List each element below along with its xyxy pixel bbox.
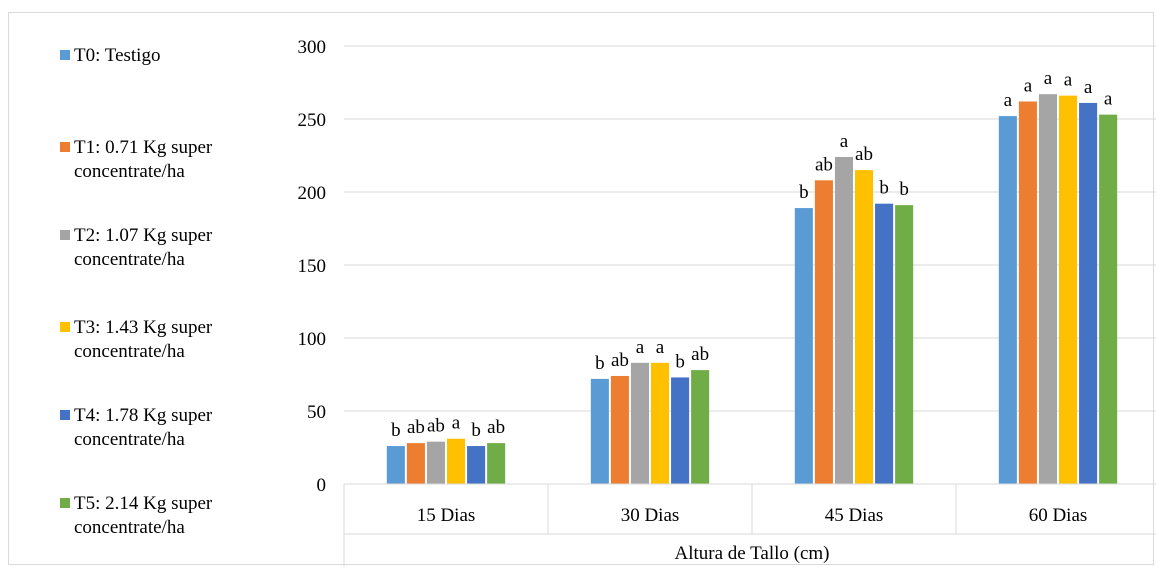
bar (834, 156, 853, 484)
x-tick-label: 15 Dias (417, 505, 476, 526)
data-label: b (471, 420, 481, 441)
bar (447, 438, 466, 484)
bar (814, 180, 833, 484)
bar (895, 205, 914, 484)
bar (630, 362, 649, 484)
data-label: b (675, 351, 685, 372)
y-tick-label: 0 (317, 475, 327, 496)
y-tick-label: 150 (298, 256, 327, 277)
data-label: ab (855, 144, 873, 165)
data-label: ab (427, 416, 445, 437)
bar (1018, 101, 1037, 484)
data-label: ab (407, 417, 425, 438)
y-tick-label: 200 (298, 183, 327, 204)
data-label: b (391, 420, 401, 441)
legend-swatch (60, 230, 70, 240)
bar (590, 378, 609, 484)
x-tick-label: 45 Dias (825, 505, 884, 526)
legend-item: T2: 1.07 Kg super concentrate/ha (60, 224, 264, 272)
legend-swatch (60, 498, 70, 508)
legend-label: T2: 1.07 Kg super concentrate/ha (74, 225, 213, 270)
bar (467, 446, 486, 484)
y-tick-label: 250 (298, 110, 327, 131)
bar (998, 116, 1017, 484)
bar (487, 443, 506, 484)
data-label: b (879, 178, 889, 199)
bar (610, 375, 629, 484)
bar (875, 203, 894, 484)
data-label: a (1104, 89, 1113, 110)
x-tick-label: 30 Dias (621, 505, 680, 526)
bar (855, 170, 874, 484)
legend-item: T1: 0.71 Kg super concentrate/ha (60, 136, 264, 184)
data-label: a (636, 337, 645, 358)
chart-frame (8, 12, 1154, 565)
data-label: a (656, 337, 665, 358)
y-tick-label: 100 (298, 329, 327, 350)
bar (1059, 95, 1078, 484)
legend-item: T4: 1.78 Kg super concentrate/ha (60, 404, 264, 452)
data-label: ab (487, 417, 505, 438)
data-label: b (799, 182, 809, 203)
legend-item: T3: 1.43 Kg super concentrate/ha (60, 316, 264, 364)
bar (794, 208, 813, 484)
data-label: a (1024, 75, 1033, 96)
legend-swatch (60, 410, 70, 420)
y-tick-label: 50 (307, 402, 326, 423)
legend-label: T5: 2.14 Kg super concentrate/ha (74, 493, 213, 538)
data-label: a (1064, 70, 1073, 91)
bar (406, 443, 425, 484)
bar (1038, 94, 1057, 485)
legend-label: T1: 0.71 Kg super concentrate/ha (74, 137, 213, 182)
legend-swatch (60, 142, 70, 152)
legend-swatch (60, 50, 70, 60)
data-label: ab (815, 154, 833, 175)
x-axis-group-label: Altura de Tallo (cm) (674, 543, 829, 564)
legend-item: T0: Testigo (60, 44, 264, 68)
bar (651, 362, 670, 484)
bar (426, 441, 445, 484)
data-label: ab (611, 350, 629, 371)
data-label: ab (691, 344, 709, 365)
legend-item: T5: 2.14 Kg super concentrate/ha (60, 492, 264, 540)
data-label: a (452, 413, 461, 434)
legend-label: T4: 1.78 Kg super concentrate/ha (74, 405, 213, 450)
y-tick-label: 300 (298, 37, 327, 58)
data-label: b (595, 353, 605, 374)
data-label: b (899, 179, 909, 200)
data-label: a (1004, 90, 1013, 111)
bar (1079, 102, 1098, 484)
bar (691, 370, 710, 484)
data-label: a (1044, 68, 1053, 89)
bar (386, 446, 405, 484)
x-tick-label: 60 Dias (1029, 505, 1088, 526)
bar (1099, 114, 1118, 485)
bar (671, 377, 690, 484)
legend-swatch (60, 322, 70, 332)
legend-label: T0: Testigo (74, 45, 161, 66)
legend-label: T3: 1.43 Kg super concentrate/ha (74, 317, 213, 362)
data-label: a (840, 131, 849, 152)
data-label: a (1084, 77, 1093, 98)
